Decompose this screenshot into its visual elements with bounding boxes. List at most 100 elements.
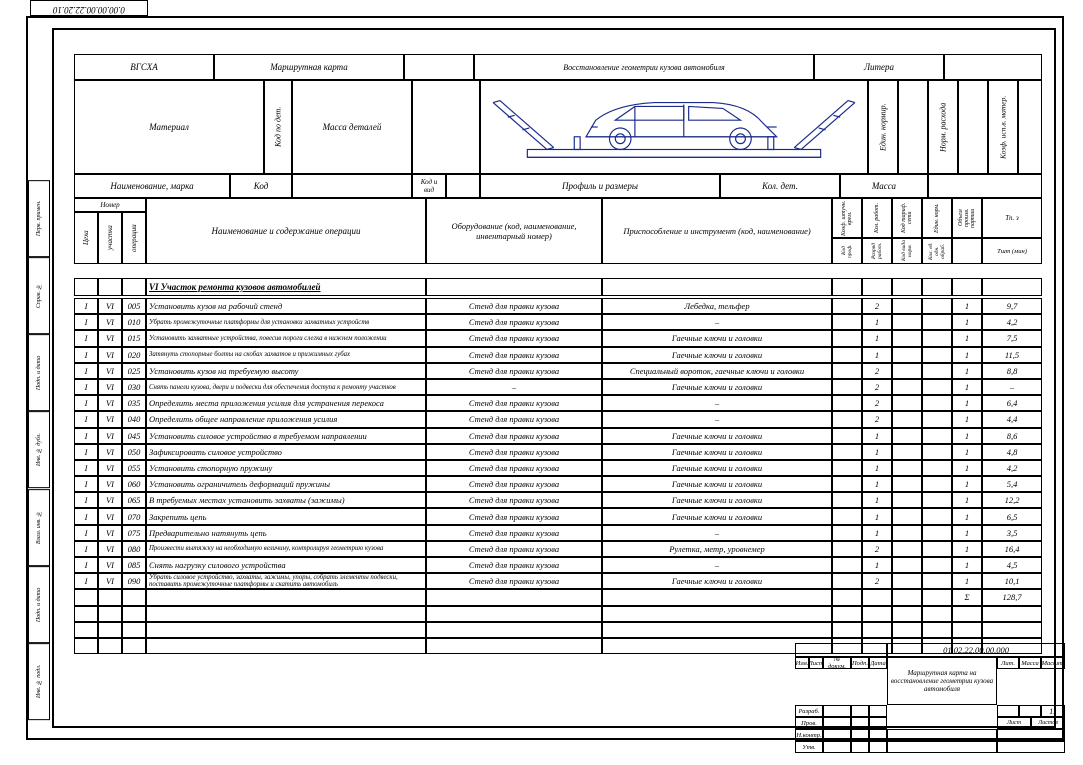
- cell-k: 1: [952, 460, 982, 476]
- blank-cell: [958, 80, 988, 174]
- cell-t: 7,5: [982, 330, 1042, 346]
- cell-eq: Стенд для правки кузова: [426, 395, 602, 411]
- op-name-label: Наименование и содержание операции: [146, 198, 426, 264]
- cell-b3: [922, 411, 952, 427]
- cell-t: 8,8: [982, 363, 1042, 379]
- tb-blank: [997, 741, 1065, 753]
- cell-tl: Гаечные ключи и головки: [602, 573, 832, 589]
- op-row: IVI055Установить стопорную пружинуСтенд …: [74, 460, 1042, 476]
- cell-t: 16,4: [982, 541, 1042, 557]
- cell-b1: [832, 508, 862, 524]
- cell-t: 4,4: [982, 411, 1042, 427]
- sum-cell: [146, 589, 426, 605]
- cell-b3: [922, 444, 952, 460]
- cell-tl: –: [602, 395, 832, 411]
- sum-cell: Σ: [952, 589, 982, 605]
- cell-tl: Гаечные ключи и головки: [602, 428, 832, 444]
- cell-b2: [892, 444, 922, 460]
- c1b: Код проф.: [832, 238, 862, 264]
- cell-r: 2: [862, 379, 892, 395]
- cell-eq: Стенд для правки кузова: [426, 476, 602, 492]
- cell-t: –: [982, 379, 1042, 395]
- blank: [426, 278, 602, 296]
- tool-label: Приспособление и инструмент (код, наимен…: [602, 198, 832, 264]
- cell-eq: –: [426, 379, 602, 395]
- cell-b3: [922, 460, 952, 476]
- cell-b1: [832, 428, 862, 444]
- tb-blank: [851, 717, 869, 729]
- cell-num: 030: [122, 379, 146, 395]
- cell-t: 4,2: [982, 460, 1042, 476]
- cell-b2: [892, 460, 922, 476]
- cell-r: 2: [862, 541, 892, 557]
- cell-k: 1: [952, 541, 982, 557]
- cell-b1: [832, 395, 862, 411]
- cell-b3: [922, 557, 952, 573]
- sum-cell: [892, 589, 922, 605]
- cell-num: 050: [122, 444, 146, 460]
- cell-num: 025: [122, 363, 146, 379]
- cell-r: 1: [862, 557, 892, 573]
- tb-massa: Масса: [1019, 657, 1041, 669]
- process-title: Восстановление геометрии кузова автомоби…: [474, 54, 814, 80]
- cell-k: 1: [952, 444, 982, 460]
- sum-cell: [832, 589, 862, 605]
- c6: Тп. з: [982, 198, 1042, 238]
- cell-b2: [892, 525, 922, 541]
- cell-eq: Стенд для правки кузова: [426, 557, 602, 573]
- cell-uch: VI: [98, 411, 122, 427]
- cell-op: Снять нагрузку силового устройства: [146, 557, 426, 573]
- cell-op: Определить места приложения усилия для у…: [146, 395, 426, 411]
- empty-cell: [832, 622, 862, 638]
- cell-uch: VI: [98, 444, 122, 460]
- empty-cell: [862, 606, 892, 622]
- cell-num: 070: [122, 508, 146, 524]
- cell-t: 12,2: [982, 492, 1042, 508]
- cell-k: 1: [952, 508, 982, 524]
- cell-eq: Стенд для правки кузова: [426, 330, 602, 346]
- cell-t: 6,5: [982, 508, 1042, 524]
- cell-num: 090: [122, 573, 146, 589]
- cell-r: 1: [862, 330, 892, 346]
- op-row: IVI025Установить кузов на требуемую высо…: [74, 363, 1042, 379]
- cell-op: Предварительно натянуть цепь: [146, 525, 426, 541]
- cell-uch: VI: [98, 557, 122, 573]
- tb-list: Лист: [997, 717, 1031, 729]
- cell-k: 1: [952, 411, 982, 427]
- cell-k: 1: [952, 525, 982, 541]
- tb-blank: [869, 705, 887, 717]
- cell-tl: Гаечные ключи и головки: [602, 508, 832, 524]
- cell-uch: VI: [98, 492, 122, 508]
- op-row: IVI070Закрепить цепьСтенд для правки куз…: [74, 508, 1042, 524]
- tb-title: Маршрутная карта на восстановление геоме…: [887, 657, 997, 705]
- cell-uch: VI: [98, 363, 122, 379]
- profile-cell: Профиль и размеры: [480, 174, 720, 198]
- empty-cell: [426, 622, 602, 638]
- cell-eq: Стенд для правки кузова: [426, 411, 602, 427]
- cell-b3: [922, 298, 952, 314]
- cell-b3: [922, 525, 952, 541]
- cell-tl: Специальный вороток, гаечные ключи и гол…: [602, 363, 832, 379]
- c6b: Тшт (мин): [982, 238, 1042, 264]
- operations-table: IVI005Установить кузов на рабочий стендС…: [74, 298, 1042, 654]
- empty-cell: [922, 622, 952, 638]
- cell-ceha: I: [74, 379, 98, 395]
- cell-b1: [832, 347, 862, 363]
- blank-cell: [404, 54, 474, 80]
- cell-b2: [892, 476, 922, 492]
- empty-cell: [952, 622, 982, 638]
- cell-b1: [832, 379, 862, 395]
- tb-blank: [869, 741, 887, 753]
- cell-ceha: I: [74, 347, 98, 363]
- cell-b2: [892, 557, 922, 573]
- cell-b1: [832, 363, 862, 379]
- empty-cell: [892, 622, 922, 638]
- cell-b1: [832, 314, 862, 330]
- cell-num: 005: [122, 298, 146, 314]
- cell-b2: [892, 347, 922, 363]
- cell-b1: [832, 525, 862, 541]
- cell-num: 020: [122, 347, 146, 363]
- cell-eq: Стенд для правки кузова: [426, 525, 602, 541]
- uchastka-label: участка: [98, 212, 122, 264]
- empty-cell: [74, 638, 98, 654]
